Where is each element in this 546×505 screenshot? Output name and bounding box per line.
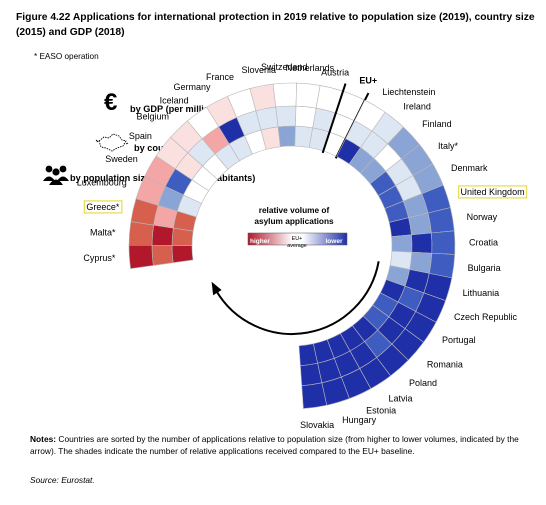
people-icon (43, 165, 69, 185)
highlight-united-kingdom (457, 185, 528, 199)
cell-cyprus-ring1 (171, 245, 194, 264)
eu-baseline-line (321, 83, 347, 154)
legend-gdp: by GDP (per million euro) (130, 104, 241, 114)
label-czech-republic: Czech Republic (454, 312, 518, 322)
label-austria: Austria (321, 67, 349, 77)
scale-eu-avg-line2: average (287, 243, 306, 249)
scale-higher-label: higher (250, 238, 270, 245)
cell-switzerland-ring3 (272, 82, 297, 108)
cell-malta-ring3 (128, 221, 154, 246)
sort-direction-arrowhead (211, 281, 222, 296)
map-icon (95, 133, 129, 152)
label-ireland: Ireland (403, 101, 431, 111)
cell-croatia-ring1 (391, 234, 413, 253)
center-legend-title-line1: relative volume of (259, 205, 330, 215)
scale-lower-label: lower (326, 238, 343, 245)
label-sweden: Sweden (105, 154, 138, 164)
label-bulgaria: Bulgaria (468, 263, 501, 273)
label-slovenia: Slovenia (242, 65, 277, 75)
label-romania: Romania (427, 360, 463, 370)
label-germany: Germany (173, 82, 211, 92)
country-labels: Cyprus* Malta* Greece* Luxembourg Sweden Spai… (77, 62, 528, 430)
cell-cyprus-ring3 (128, 244, 154, 270)
label-denmark: Denmark (451, 163, 488, 173)
label-slovakia: Slovakia (300, 420, 334, 430)
notes: Notes: Countries are sorted by the numbe… (30, 434, 522, 457)
sort-direction-arrow (214, 261, 380, 335)
cell-netherlands-ring3 (295, 82, 321, 109)
notes-label: Notes: (30, 434, 57, 444)
label-netherlands: Netherlands (286, 63, 335, 73)
label-croatia: Croatia (469, 237, 498, 247)
label-finland: Finland (422, 119, 452, 129)
figure-title: Figure 4.22 Applications for internation… (16, 12, 535, 38)
label-liechtenstein: Liechtenstein (382, 87, 435, 97)
label-france: France (206, 72, 234, 82)
label-portugal: Portugal (442, 335, 476, 345)
cell-cyprus-ring2 (151, 244, 174, 266)
center-legend: relative volume of asylum applications h… (211, 205, 380, 335)
chart-cells (128, 82, 456, 409)
label-belgium: Belgium (136, 112, 169, 122)
notes-text: Countries are sorted by the number of ap… (30, 434, 519, 456)
color-scale-bar (247, 232, 348, 246)
easo-note: * EASO operation (34, 52, 99, 61)
label-estonia: Estonia (366, 406, 396, 416)
highlight-greece (83, 200, 123, 214)
cell-croatia-ring3 (431, 230, 456, 255)
label-eu: EU+ (359, 75, 377, 85)
label-greece: Greece* (86, 202, 120, 212)
label-norway: Norway (467, 212, 498, 222)
scale-eu-avg-line1: EU+ (292, 236, 303, 242)
label-spain: Spain (129, 131, 152, 141)
radial-chart: Cyprus* Malta* Greece* Luxembourg Sweden Spai… (77, 62, 528, 430)
cell-malta-ring2 (151, 224, 174, 246)
label-switzerland: Switzerland (261, 62, 308, 72)
cell-croatia-ring2 (411, 232, 433, 254)
label-lithuania: Lithuania (463, 288, 500, 298)
euro-icon: € (104, 89, 118, 116)
label-luxembourg: Luxembourg (77, 177, 127, 187)
label-united-kingdom: United Kingdom (461, 187, 525, 197)
cell-switzerland-ring2 (275, 105, 297, 128)
cell-slovakia-ring3 (301, 382, 328, 409)
source: Source: Eurostat. (30, 475, 95, 485)
label-hungary: Hungary (342, 415, 377, 425)
cell-switzerland-ring1 (277, 125, 296, 148)
label-poland: Poland (409, 378, 437, 388)
label-malta: Malta* (90, 227, 116, 237)
label-latvia: Latvia (389, 393, 413, 403)
label-italy: Italy* (438, 141, 459, 151)
label-iceland: Iceland (160, 95, 189, 105)
center-legend-title-line2: asylum applications (254, 216, 334, 226)
label-cyprus: Cyprus* (83, 253, 116, 263)
